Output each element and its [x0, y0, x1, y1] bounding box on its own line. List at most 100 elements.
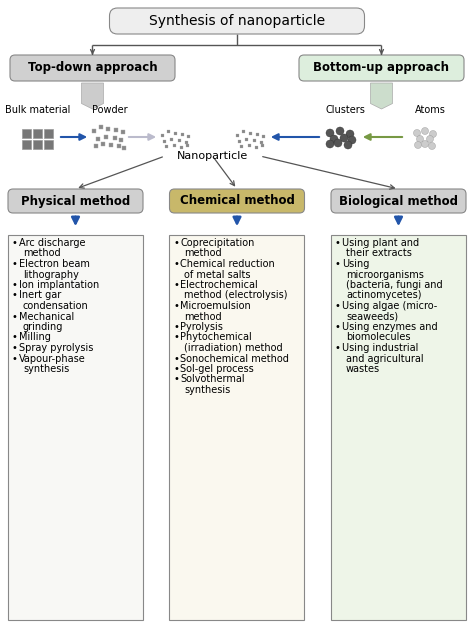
Text: and agricultural: and agricultural: [346, 354, 424, 364]
Text: Spray pyrolysis: Spray pyrolysis: [19, 343, 93, 353]
Bar: [121, 130, 125, 134]
Text: Using plant and: Using plant and: [342, 238, 419, 248]
Bar: [8, 235, 143, 620]
Bar: [45, 140, 54, 149]
Text: Atoms: Atoms: [415, 105, 446, 115]
Bar: [174, 131, 177, 135]
Circle shape: [414, 141, 421, 148]
Circle shape: [421, 128, 428, 135]
Text: •: •: [173, 374, 179, 384]
Bar: [240, 145, 244, 148]
Bar: [263, 135, 265, 138]
Circle shape: [346, 130, 354, 138]
Bar: [188, 135, 191, 138]
Text: Chemical method: Chemical method: [180, 195, 294, 207]
Bar: [117, 144, 121, 148]
Text: •: •: [173, 301, 179, 311]
Text: Solvothermal: Solvothermal: [181, 374, 245, 384]
Text: •: •: [335, 322, 341, 332]
Circle shape: [344, 141, 352, 149]
Bar: [45, 129, 54, 138]
Text: seaweeds): seaweeds): [346, 312, 398, 322]
Bar: [106, 127, 110, 131]
Text: method: method: [184, 249, 222, 259]
Text: biomolecules: biomolecules: [346, 332, 410, 342]
Bar: [94, 144, 98, 148]
FancyBboxPatch shape: [170, 189, 304, 213]
Text: (irradiation) method: (irradiation) method: [184, 343, 283, 353]
Circle shape: [429, 130, 437, 138]
Text: •: •: [335, 301, 341, 311]
Text: Ion implantation: Ion implantation: [19, 280, 99, 290]
Text: Microemulsion: Microemulsion: [181, 301, 251, 311]
Circle shape: [326, 140, 334, 148]
Bar: [104, 135, 108, 139]
Text: •: •: [12, 343, 18, 353]
Text: Electron beam: Electron beam: [19, 259, 90, 269]
Text: •: •: [12, 354, 18, 364]
Bar: [237, 133, 239, 136]
Bar: [22, 140, 31, 149]
Bar: [99, 125, 103, 129]
Bar: [22, 129, 31, 138]
Bar: [255, 145, 258, 148]
Bar: [331, 235, 466, 620]
Bar: [254, 138, 256, 141]
Circle shape: [330, 135, 338, 143]
Text: (bacteria, fungi and: (bacteria, fungi and: [346, 280, 443, 290]
Text: Vapour-phase: Vapour-phase: [19, 354, 86, 364]
Bar: [165, 145, 168, 148]
Text: synthesis: synthesis: [184, 385, 231, 395]
Bar: [179, 138, 182, 141]
Text: Bottom-up approach: Bottom-up approach: [313, 61, 449, 74]
Text: Chemical reduction: Chemical reduction: [181, 259, 275, 269]
Bar: [262, 143, 264, 146]
Text: •: •: [335, 259, 341, 269]
Bar: [181, 145, 183, 148]
Text: Using algae (micro-: Using algae (micro-: [342, 301, 437, 311]
Text: condensation: condensation: [23, 301, 89, 311]
Text: Mechanical: Mechanical: [19, 312, 74, 322]
Text: Electrochemical: Electrochemical: [181, 280, 258, 290]
Text: Inert gar: Inert gar: [19, 290, 61, 300]
Polygon shape: [371, 83, 392, 109]
Circle shape: [340, 134, 348, 142]
Bar: [122, 146, 126, 150]
Text: Milling: Milling: [19, 332, 51, 342]
Text: •: •: [173, 364, 179, 374]
Text: wastes: wastes: [346, 364, 380, 374]
Bar: [113, 136, 117, 140]
Circle shape: [334, 139, 342, 147]
Bar: [249, 131, 253, 135]
Bar: [248, 143, 252, 146]
Text: method (electrolysis): method (electrolysis): [184, 290, 288, 300]
Circle shape: [348, 136, 356, 144]
Text: Synthesis of nanoparticle: Synthesis of nanoparticle: [149, 14, 325, 28]
Bar: [173, 143, 176, 146]
Text: Powder: Powder: [92, 105, 128, 115]
Bar: [96, 137, 100, 141]
Text: Physical method: Physical method: [21, 195, 130, 207]
Text: •: •: [173, 259, 179, 269]
Text: their extracts: their extracts: [346, 249, 412, 259]
Text: •: •: [173, 332, 179, 342]
Bar: [164, 140, 166, 143]
Text: •: •: [12, 238, 18, 248]
Bar: [92, 129, 96, 133]
Text: Using: Using: [342, 259, 369, 269]
Bar: [170, 235, 304, 620]
Text: •: •: [12, 332, 18, 342]
Bar: [246, 138, 248, 140]
Bar: [167, 130, 171, 133]
Circle shape: [427, 135, 434, 143]
Text: Using enzymes and: Using enzymes and: [342, 322, 438, 332]
Text: •: •: [173, 322, 179, 332]
Circle shape: [428, 143, 436, 150]
FancyBboxPatch shape: [331, 189, 466, 213]
Text: of metal salts: of metal salts: [184, 270, 251, 279]
Text: Top-down approach: Top-down approach: [27, 61, 157, 74]
Bar: [256, 133, 259, 135]
Text: method: method: [23, 249, 61, 259]
Text: Phytochemical: Phytochemical: [181, 332, 252, 342]
Bar: [101, 142, 105, 146]
